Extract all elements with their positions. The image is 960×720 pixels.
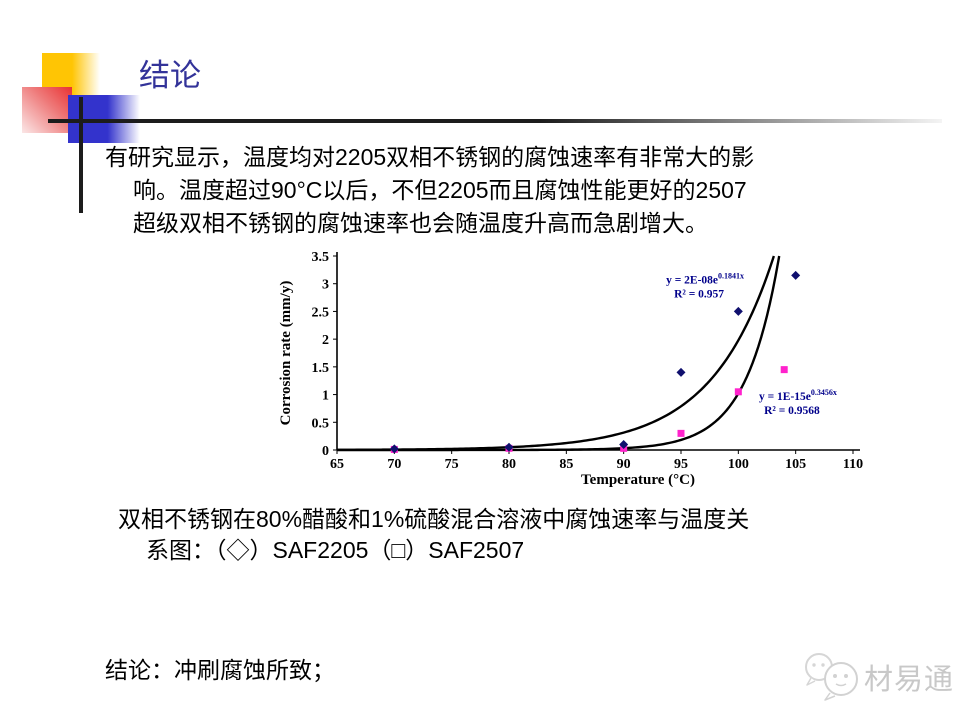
corrosion-rate-chart: 65 70 75 80 85 90 95 100 105 110 0 0.5 1 1.5 2 2.5 3 3.5 T…	[270, 248, 870, 488]
data-point-SAF2507	[677, 429, 685, 437]
watermark-logo: 材易通	[802, 648, 958, 706]
data-point-SAF2205	[619, 439, 629, 449]
x-tick-label: 85	[559, 457, 573, 472]
y-tick-label: 0.5	[312, 416, 330, 431]
logo-text: 材易通	[864, 664, 955, 696]
y-tick-label: 3	[322, 278, 329, 293]
data-point-SAF2205	[389, 444, 399, 454]
paragraph-line-2: 响。温度超过90°C以后，不但2205而且腐蚀性能更好的2507	[133, 177, 747, 203]
conclusion-text: 结论：冲刷腐蚀所致；	[105, 657, 335, 683]
x-tick-label: 100	[728, 457, 749, 472]
data-point-SAF2205	[791, 270, 801, 280]
x-tick-label: 105	[785, 457, 806, 472]
y-axis-title: Corrosion rate (mm/y)	[278, 281, 294, 426]
fit-r2-SAF2507: R² = 0.9568	[764, 405, 820, 417]
decor-vertical-line	[79, 97, 83, 213]
x-tick-label: 70	[387, 457, 401, 472]
data-point-SAF2205	[676, 367, 686, 377]
data-point-SAF2205	[504, 442, 514, 452]
body-paragraph: 有研究显示，温度均对2205双相不锈钢的腐蚀速率有非常大的影 响。温度超过90°…	[105, 141, 895, 240]
decor-horizontal-line	[48, 119, 942, 123]
y-tick-label: 2.5	[312, 305, 330, 320]
fit-equation-SAF2507: y = 1E-15e0.3456x	[759, 388, 837, 403]
fit-equation-SAF2205: y = 2E-08e0.1841x	[666, 272, 744, 287]
x-axis-title: Temperature (°C)	[581, 472, 695, 488]
data-point-SAF2507	[780, 366, 788, 374]
y-tick-label: 3.5	[312, 250, 330, 265]
x-tick-label: 65	[330, 457, 344, 472]
x-tick-label: 90	[617, 457, 631, 472]
slide-title: 结论	[139, 58, 201, 93]
data-point-SAF2205	[733, 306, 743, 316]
caption-line-2: 系图：（◇）SAF2205（□）SAF2507	[146, 537, 525, 563]
x-tick-label: 80	[502, 457, 516, 472]
paragraph-line-1: 有研究显示，温度均对2205双相不锈钢的腐蚀速率有非常大的影	[105, 144, 755, 170]
figure-caption: 双相不锈钢在80%醋酸和1%硫酸混合溶液中腐蚀速率与温度关 系图：（◇）SAF2…	[118, 504, 908, 566]
decor-red-square	[22, 87, 72, 133]
fit-curve-SAF2507	[336, 255, 781, 452]
fit-r2-SAF2205: R² = 0.957	[674, 289, 724, 301]
x-tick-label: 95	[674, 457, 688, 472]
y-tick-label: 2	[322, 333, 329, 348]
y-tick-label: 1.5	[312, 361, 330, 376]
y-tick-label: 1	[322, 389, 329, 404]
caption-line-1: 双相不锈钢在80%醋酸和1%硫酸混合溶液中腐蚀速率与温度关	[118, 506, 750, 532]
x-tick-label: 75	[445, 457, 459, 472]
chart-svg: 65 70 75 80 85 90 95 100 105 110 0 0.5 1 1.5 2 2.5 3 3.5 T…	[278, 250, 863, 488]
paragraph-line-3: 超级双相不锈钢的腐蚀速率也会随温度升高而急剧增大。	[133, 210, 708, 236]
chat-bubbles-icon	[805, 653, 858, 701]
x-tick-label: 110	[843, 457, 863, 472]
y-tick-label: 0	[322, 444, 329, 459]
data-point-SAF2507	[734, 388, 742, 396]
